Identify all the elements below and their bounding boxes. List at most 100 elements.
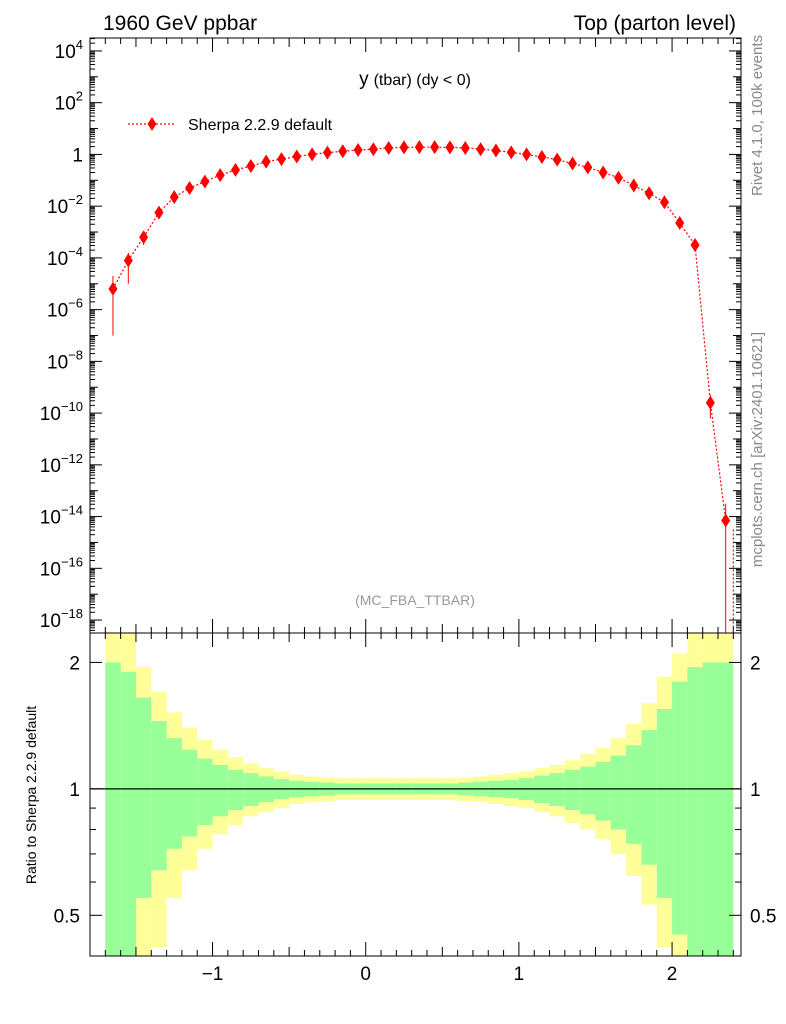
ratio-band-inner xyxy=(656,708,673,898)
legend: Sherpa 2.2.9 default xyxy=(128,117,333,134)
data-point xyxy=(537,150,547,164)
y-tick-label: 10−6 xyxy=(47,296,83,322)
data-point xyxy=(231,162,241,177)
data-point xyxy=(399,140,409,155)
ratio-panel-frame xyxy=(89,632,742,957)
ratio-band-inner xyxy=(549,773,565,807)
ratio-band-inner xyxy=(227,769,244,811)
ratio-y-tick-label: 0.5 xyxy=(54,906,80,927)
ratio-band-inner xyxy=(672,681,688,935)
y-tick-label: 10−4 xyxy=(47,244,83,270)
data-point xyxy=(491,143,501,158)
ratio-band-inner xyxy=(595,761,611,821)
data-point xyxy=(185,181,195,196)
data-point xyxy=(139,230,149,245)
ratio-band-inner xyxy=(212,764,228,817)
data-point xyxy=(154,205,164,220)
ratio-band-inner xyxy=(718,662,734,956)
ratio-band-inner xyxy=(120,671,136,956)
data-point xyxy=(568,156,578,171)
data-point xyxy=(690,237,700,252)
y-tick-label: 10−8 xyxy=(47,347,83,373)
ratio-band-inner xyxy=(243,773,259,807)
data-point xyxy=(384,140,394,155)
ratio-y-tick-label: 1 xyxy=(69,780,80,801)
data-point xyxy=(338,144,348,159)
ratio-band-inner xyxy=(105,662,121,956)
plot-title: y (tbar) (dy < 0) xyxy=(359,69,471,90)
data-point xyxy=(583,160,593,175)
data-point xyxy=(276,152,286,167)
data-point xyxy=(169,190,179,205)
data-point xyxy=(368,142,378,157)
data-point xyxy=(506,145,516,160)
data-point xyxy=(353,143,363,158)
data-point xyxy=(200,174,210,189)
ratio-band-inner xyxy=(610,755,627,830)
left-title: 1960 GeV ppbar xyxy=(103,12,257,35)
data-point xyxy=(445,140,455,155)
y-tick-label: 10−18 xyxy=(40,606,83,632)
x-tick-label: 2 xyxy=(667,964,678,985)
data-point xyxy=(430,140,440,155)
data-point xyxy=(246,159,256,174)
ratio-band-inner xyxy=(687,667,703,956)
ratio-ylabel: Ratio to Sherpa 2.2.9 default xyxy=(23,706,39,884)
data-point xyxy=(644,186,654,201)
series-line xyxy=(112,146,727,521)
ratio-band-inner xyxy=(702,662,719,956)
ratio-band-inner xyxy=(151,721,167,871)
y-tick-label: 10−16 xyxy=(40,554,83,580)
y-tick-label: 10−10 xyxy=(40,399,83,425)
ratio-y-tick-label-right: 0.5 xyxy=(750,906,776,927)
data-point xyxy=(460,140,470,155)
y-tick-label: 10−14 xyxy=(40,503,83,529)
ratio-band-inner xyxy=(197,758,213,826)
legend-marker xyxy=(147,117,157,131)
ratio-band-inner xyxy=(135,697,152,898)
y-tick-label: 104 xyxy=(55,37,83,63)
x-tick-label: 0 xyxy=(360,964,371,985)
data-point xyxy=(476,142,486,157)
x-tick-label: −1 xyxy=(202,964,224,985)
watermark: (MC_FBA_TTBAR) xyxy=(355,592,475,608)
data-point xyxy=(629,178,639,193)
data-point xyxy=(322,145,332,160)
y-tick-label: 102 xyxy=(55,89,83,115)
data-point xyxy=(261,154,271,169)
data-point xyxy=(123,253,133,268)
ratio-band-inner xyxy=(580,766,596,815)
y-tick-label: 10−12 xyxy=(40,451,83,477)
data-point xyxy=(598,165,608,180)
ratio-band-inner xyxy=(181,749,198,837)
ratio-y-tick-label-right: 1 xyxy=(750,780,761,801)
ratio-y-tick-label: 2 xyxy=(69,653,80,674)
data-point xyxy=(215,168,225,183)
data-point xyxy=(292,149,302,164)
y-tick-label: 1 xyxy=(72,145,83,166)
data-point xyxy=(659,195,669,210)
data-point xyxy=(522,147,532,162)
data-point xyxy=(307,147,317,162)
side-label-rivet: Rivet 4.1.0, 100k events xyxy=(749,35,766,196)
data-point xyxy=(675,215,685,230)
ratio-band-inner xyxy=(564,769,581,811)
data-point xyxy=(705,395,715,410)
data-point xyxy=(414,140,424,155)
ratio-band-inner xyxy=(641,730,657,865)
data-point xyxy=(613,170,623,185)
y-tick-label: 10−2 xyxy=(47,192,83,218)
ratio-band-inner xyxy=(626,745,642,844)
data-point xyxy=(721,513,731,528)
data-point xyxy=(108,281,118,296)
x-tick-label: 1 xyxy=(514,964,525,985)
data-point xyxy=(552,152,562,167)
ratio-y-tick-label-right: 2 xyxy=(750,653,761,674)
right-title: Top (parton level) xyxy=(574,12,736,35)
main-panel: 104 102 1 10−2 10−4 10−6 10−8 10−10 10−12 10−14 10… xyxy=(40,37,741,633)
ratio-panel: 0.5 0.5 1 1 2 2 −1 0 1 2 xyxy=(54,633,776,985)
side-label-mcplots: mcplots.cern.ch [arXiv:2401.10621] xyxy=(749,332,766,567)
ratio-band-inner xyxy=(166,738,182,849)
legend-label: Sherpa 2.2.9 default xyxy=(188,117,333,134)
